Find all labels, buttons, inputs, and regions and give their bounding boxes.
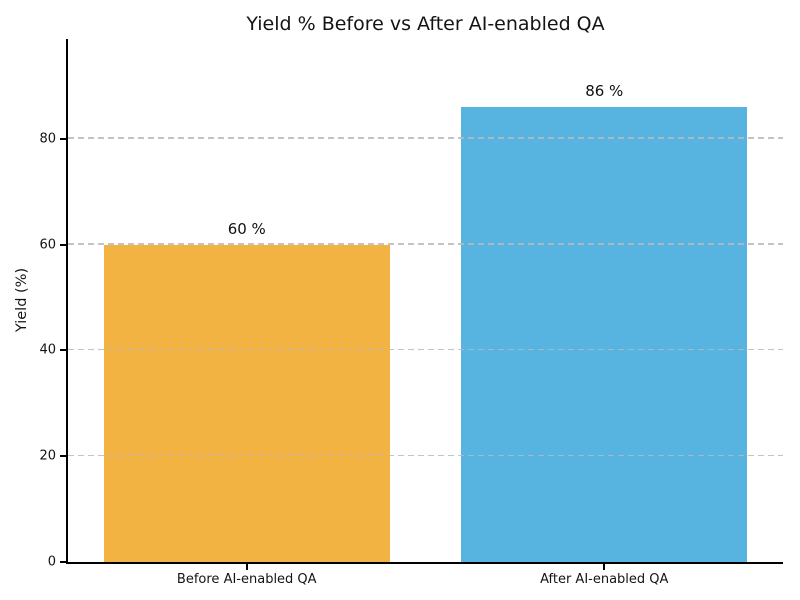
y-tick-label-40: 40 [39,342,56,358]
gridline-y-80 [68,137,783,139]
plot-area: 0 20 40 60 80 60 % Before AI-enabled QA 86 % Aft… [39,39,783,587]
bar-value-label-1: 60 % [227,219,266,238]
x-axis-spine [66,562,783,564]
y-tick-label-60: 60 [39,237,56,253]
gridline-y-40 [68,348,783,351]
chart-title: Yield % Before vs After AI-enabled QA [246,13,605,35]
y-tick-mark-20 [60,455,66,458]
x-tick-mark-2 [603,564,606,570]
y-tick-label-0: 0 [47,554,56,570]
gridline-y-20 [68,454,783,457]
bar-2 [461,107,748,562]
y-tick-mark-80 [60,137,66,140]
y-tick-mark-0 [60,561,66,563]
y-axis-spine [66,39,68,564]
x-tick-label-1: Before AI-enabled QA [176,572,317,587]
y-axis-title: Yield (%) [14,267,30,333]
x-tick-label-2: After AI-enabled QA [540,572,669,587]
y-tick-mark-40 [60,349,66,352]
y-tick-mark-60 [60,243,66,246]
bar-value-label-2: 86 % [585,82,624,101]
gridline-y-60 [68,243,783,245]
bar-1 [103,244,390,562]
y-tick-label-20: 20 [39,448,56,464]
x-tick-mark-1 [245,564,248,570]
y-tick-label-80: 80 [39,131,56,147]
